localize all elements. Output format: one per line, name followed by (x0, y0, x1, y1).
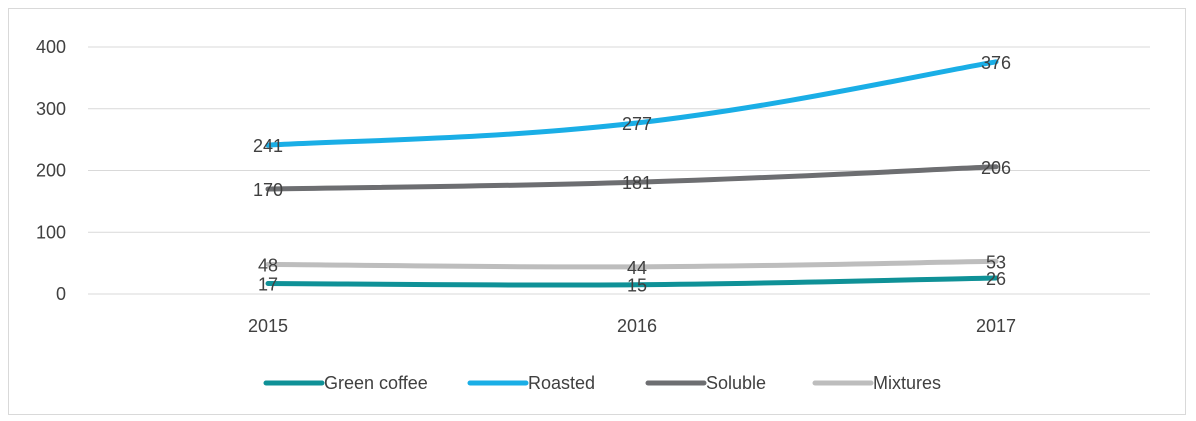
data-label-green-coffee: 15 (627, 276, 647, 296)
y-tick-label: 300 (36, 99, 66, 119)
series-line-green-coffee (265, 275, 999, 288)
data-label-soluble: 181 (622, 173, 652, 193)
data-label-soluble: 170 (253, 180, 283, 200)
legend-label-green-coffee: Green coffee (324, 373, 428, 393)
x-tick-label: 2017 (976, 316, 1016, 336)
data-label-roasted: 241 (253, 136, 283, 156)
y-tick-label: 100 (36, 222, 66, 242)
y-axis-tick-labels: 0 100 200 300 400 (36, 37, 66, 304)
y-tick-label: 400 (36, 37, 66, 57)
gridlines (88, 46, 1150, 295)
x-tick-label: 2015 (248, 316, 288, 336)
chart-frame (8, 8, 1186, 415)
x-axis-tick-labels: 2015 2016 2017 (248, 316, 1016, 336)
series-lines (265, 59, 999, 288)
data-label-roasted: 376 (981, 53, 1011, 73)
x-tick-label: 2016 (617, 316, 657, 336)
series-line-soluble (265, 164, 999, 192)
y-tick-label: 0 (56, 284, 66, 304)
data-label-mixtures: 44 (627, 258, 647, 278)
legend-label-mixtures: Mixtures (873, 373, 941, 393)
data-label-green-coffee: 17 (258, 275, 278, 295)
legend-label-soluble: Soluble (706, 373, 766, 393)
data-label-roasted: 277 (622, 114, 652, 134)
data-label-green-coffee: 26 (986, 269, 1006, 289)
data-label-mixtures: 48 (258, 255, 278, 275)
data-label-soluble: 206 (981, 158, 1011, 178)
data-labels: 17 15 26 241 277 376 170 181 206 48 44 53 (253, 53, 1011, 296)
data-label-mixtures: 53 (986, 252, 1006, 272)
series-line-roasted (265, 59, 999, 148)
legend: Green coffee Roasted Soluble Mixtures (263, 373, 941, 393)
legend-label-roasted: Roasted (528, 373, 595, 393)
y-tick-label: 200 (36, 161, 66, 181)
series-line-mixtures (265, 258, 999, 270)
